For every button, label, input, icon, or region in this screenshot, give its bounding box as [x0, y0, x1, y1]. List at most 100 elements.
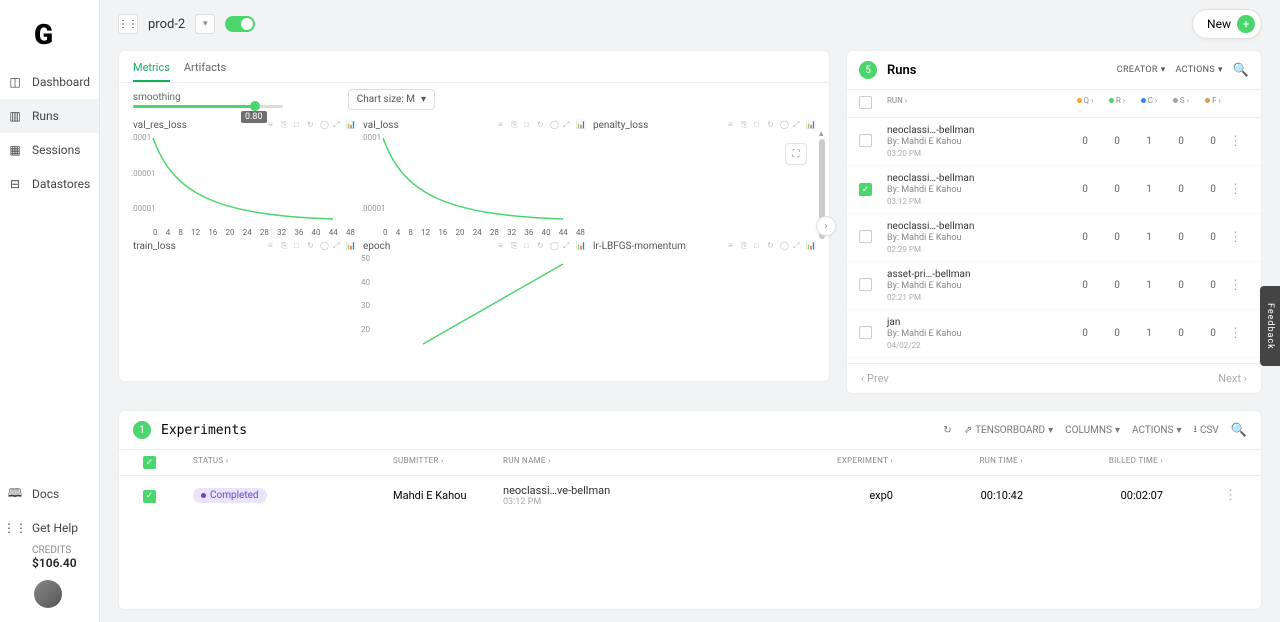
prev-button[interactable]: ‹ Prev: [861, 372, 889, 385]
sidebar-item-docs[interactable]: 🕮 Docs: [0, 477, 99, 511]
more-icon[interactable]: ⋮: [1229, 134, 1249, 149]
run-row[interactable]: neoclassi…-bellmanBy: Mahdi E Kahou02:29…: [847, 214, 1261, 262]
tab-metrics[interactable]: Metrics: [133, 61, 170, 82]
csv-button[interactable]: ⭳ CSV: [1193, 422, 1218, 439]
chart-tool-icon[interactable]: ◯: [780, 120, 789, 129]
chart-tool-icon[interactable]: □: [294, 120, 303, 129]
smoothing-control[interactable]: smoothing 0.80: [133, 92, 283, 108]
chart-tool-icon[interactable]: ⎘: [281, 241, 290, 250]
chart-tool-icon[interactable]: 📊: [576, 241, 585, 250]
chart-tool-icon[interactable]: ⎘: [511, 120, 520, 129]
run-row[interactable]: janBy: Mahdi E Kahou04/02/2200100⋮: [847, 310, 1261, 358]
chart-tool-icon[interactable]: □: [524, 120, 533, 129]
chart-tool-icon[interactable]: ⤢: [793, 241, 802, 250]
chart-tool-icon[interactable]: ≡: [498, 120, 507, 129]
chart-tools[interactable]: ≡⎘□↻◯⤢📊: [498, 120, 585, 129]
sidebar-item-runs[interactable]: ▥ Runs: [0, 99, 99, 133]
smoothing-slider[interactable]: 0.80: [133, 105, 283, 108]
chart-canvas[interactable]: .0001.00001.0000104812162024283236404448: [133, 133, 355, 233]
chart-tools[interactable]: ≡⎘□↻◯⤢📊: [728, 120, 815, 129]
more-icon[interactable]: ⋮: [1229, 326, 1249, 341]
chart-tool-icon[interactable]: ⎘: [741, 241, 750, 250]
col-r[interactable]: R ›: [1101, 96, 1133, 111]
search-icon[interactable]: 🔍: [1231, 423, 1247, 438]
col-billed[interactable]: BILLED TIME ›: [1023, 456, 1163, 469]
more-icon[interactable]: ⋮: [1224, 488, 1237, 503]
chart-tool-icon[interactable]: □: [294, 241, 303, 250]
row-checkbox[interactable]: ✓: [859, 183, 872, 196]
caret-down-icon[interactable]: ▾: [195, 14, 215, 34]
chart-canvas[interactable]: [593, 133, 815, 233]
chart-tool-icon[interactable]: 📊: [806, 120, 815, 129]
chart-tool-icon[interactable]: ≡: [498, 241, 507, 250]
row-checkbox[interactable]: [859, 278, 872, 291]
select-all-checkbox[interactable]: ✓: [143, 456, 156, 469]
chart-tool-icon[interactable]: ≡: [268, 120, 277, 129]
col-runtime[interactable]: RUN TIME ›: [893, 456, 1023, 469]
chart-size-select[interactable]: Chart size: M ▾: [348, 89, 435, 110]
chart-canvas[interactable]: [593, 254, 815, 354]
search-icon[interactable]: 🔍: [1233, 63, 1249, 78]
refresh-icon[interactable]: ↻: [943, 425, 951, 436]
col-experiment[interactable]: EXPERIMENT ›: [763, 456, 893, 469]
chart-tool-icon[interactable]: 📊: [806, 241, 815, 250]
chart-canvas[interactable]: [133, 254, 355, 354]
feedback-tab[interactable]: Feedback: [1260, 286, 1280, 366]
chart-tool-icon[interactable]: ◯: [320, 120, 329, 129]
col-q[interactable]: Q ›: [1069, 96, 1101, 111]
logo[interactable]: G: [0, 0, 99, 65]
tab-artifacts[interactable]: Artifacts: [184, 61, 226, 82]
slider-thumb[interactable]: [250, 101, 260, 111]
chart-tool-icon[interactable]: ⤢: [333, 120, 342, 129]
chart-tool-icon[interactable]: ≡: [728, 241, 737, 250]
scrollbar[interactable]: ▴ ▾: [819, 139, 827, 429]
more-icon[interactable]: ⋮: [1229, 278, 1249, 293]
sidebar-item-dashboard[interactable]: ◫ Dashboard: [0, 65, 99, 99]
more-icon[interactable]: ⋮: [1229, 182, 1249, 197]
chart-tool-icon[interactable]: ↻: [767, 120, 776, 129]
row-checkbox[interactable]: [859, 134, 872, 147]
chart-tool-icon[interactable]: ≡: [268, 241, 277, 250]
chart-tool-icon[interactable]: ↻: [767, 241, 776, 250]
run-row[interactable]: asset-pri…-bellmanBy: Mahdi E Kahou02:21…: [847, 262, 1261, 310]
avatar[interactable]: [34, 580, 62, 608]
scroll-up-icon[interactable]: ▴: [819, 129, 824, 139]
chart-tool-icon[interactable]: ⎘: [511, 241, 520, 250]
chart-tool-icon[interactable]: ⎘: [281, 120, 290, 129]
chart-tool-icon[interactable]: ⤢: [563, 241, 572, 250]
chart-tool-icon[interactable]: ◯: [780, 241, 789, 250]
col-runname[interactable]: RUN NAME ›: [503, 456, 763, 469]
col-run[interactable]: RUN ›: [887, 96, 1069, 111]
panel-next-icon[interactable]: ›: [816, 216, 836, 236]
creator-dropdown[interactable]: CREATOR ▾: [1117, 65, 1166, 75]
actions-dropdown[interactable]: ACTIONS ▾: [1132, 425, 1182, 436]
chart-canvas[interactable]: .0001.0000104812162024283236404448: [363, 133, 585, 233]
chart-canvas[interactable]: 50403020: [363, 254, 585, 354]
chart-tool-icon[interactable]: □: [524, 241, 533, 250]
chart-tool-icon[interactable]: ◯: [320, 241, 329, 250]
col-f[interactable]: F ›: [1197, 96, 1229, 111]
cluster-selector[interactable]: ⋮⋮ prod-2 ▾: [118, 14, 255, 34]
chart-tool-icon[interactable]: ↻: [307, 241, 316, 250]
tensorboard-button[interactable]: ⇗ TENSORBOARD ▾: [964, 425, 1053, 436]
chart-tool-icon[interactable]: □: [754, 241, 763, 250]
row-checkbox[interactable]: [859, 230, 872, 243]
row-checkbox[interactable]: [859, 326, 872, 339]
sidebar-item-help[interactable]: ⋮⋮ Get Help: [0, 511, 99, 545]
experiment-row[interactable]: ✓CompletedMahdi E Kahouneoclassi…ve-bell…: [119, 476, 1261, 515]
chart-tools[interactable]: ≡⎘□↻◯⤢📊: [268, 120, 355, 129]
col-s[interactable]: S ›: [1165, 96, 1197, 111]
toggle-switch[interactable]: [225, 16, 255, 32]
run-row[interactable]: ✓neoclassi…-bellmanBy: Mahdi E Kahou03:1…: [847, 166, 1261, 214]
select-all-checkbox[interactable]: [859, 96, 872, 109]
chart-tool-icon[interactable]: ↻: [537, 120, 546, 129]
chart-tool-icon[interactable]: ≡: [728, 120, 737, 129]
more-icon[interactable]: ⋮: [1229, 230, 1249, 245]
col-submitter[interactable]: SUBMITTER ›: [393, 456, 503, 469]
col-c[interactable]: C ›: [1133, 96, 1165, 111]
sidebar-item-sessions[interactable]: ▦ Sessions: [0, 133, 99, 167]
new-button[interactable]: New +: [1192, 9, 1262, 39]
chart-tool-icon[interactable]: ⤢: [333, 241, 342, 250]
chart-tool-icon[interactable]: ⤢: [563, 120, 572, 129]
chart-tool-icon[interactable]: □: [754, 120, 763, 129]
